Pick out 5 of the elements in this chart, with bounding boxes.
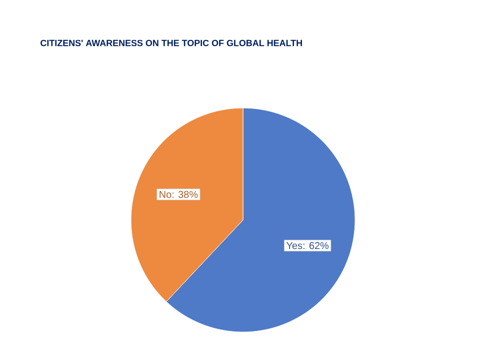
data-label: : 62% — [303, 242, 329, 250]
chart-title: CITIZENS' AWARENESS ON THE TOPIC OF GLOBAL HEALTH — [40, 40, 302, 46]
slice-label: Yes — [286, 242, 302, 250]
slice-label: No — [160, 191, 172, 198]
data-label: : 38% — [172, 190, 198, 198]
